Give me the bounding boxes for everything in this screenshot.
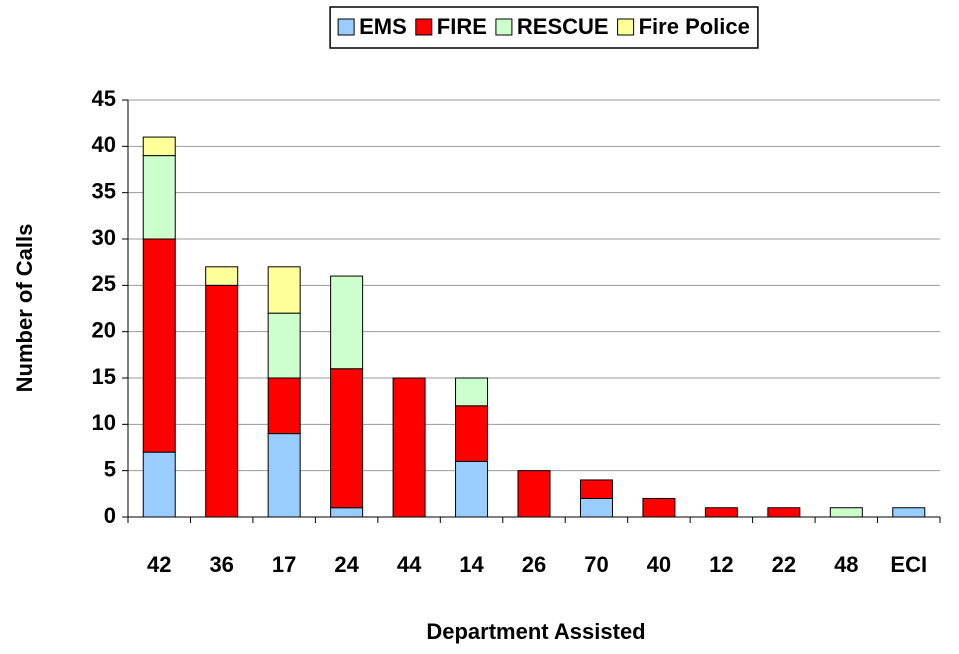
- bar-segment: [330, 507, 364, 518]
- y-tick-label: 45: [92, 86, 116, 111]
- x-tick-label: 42: [147, 552, 171, 577]
- bar-segment: [704, 507, 738, 518]
- x-tick-label: 24: [334, 552, 359, 577]
- legend-label: FIRE: [437, 14, 487, 39]
- y-tick-label: 25: [92, 271, 116, 296]
- bar-segment: [267, 266, 301, 314]
- y-tick-label: 15: [92, 364, 116, 389]
- y-tick-label: 40: [92, 132, 116, 157]
- x-tick-label: 22: [772, 552, 796, 577]
- legend-frame: [329, 6, 759, 49]
- x-tick-label: 48: [834, 552, 858, 577]
- legend-swatch: [495, 18, 513, 36]
- bar-segment: [455, 377, 489, 407]
- bar-segment: [579, 479, 613, 499]
- x-axis-label: Department Assisted: [426, 619, 645, 644]
- x-tick-label: 26: [522, 552, 546, 577]
- bar-segment: [142, 136, 176, 157]
- bar-segment: [142, 238, 176, 453]
- legend-label: RESCUE: [517, 14, 609, 39]
- y-tick-label: 20: [92, 317, 116, 342]
- bar-segment: [892, 507, 926, 518]
- bar-segment: [829, 507, 863, 518]
- x-tick-label: 17: [272, 552, 296, 577]
- bar-segment: [267, 433, 301, 518]
- y-tick-label: 35: [92, 178, 116, 203]
- bar-segment: [455, 405, 489, 462]
- bar-segment: [330, 275, 364, 370]
- y-tick-label: 30: [92, 225, 116, 250]
- bar-segment: [205, 266, 239, 286]
- x-tick-label: 40: [647, 552, 671, 577]
- x-tick-label: 14: [459, 552, 484, 577]
- y-axis-label: Number of Calls: [12, 224, 37, 393]
- bar-segment: [579, 497, 613, 518]
- legend-swatch: [617, 18, 635, 36]
- bar-segment: [205, 284, 239, 518]
- legend-swatch: [337, 18, 355, 36]
- x-tick-label: 36: [209, 552, 233, 577]
- y-tick-label: 10: [92, 410, 116, 435]
- bar-segment: [267, 312, 301, 379]
- legend: EMS FIRE RESCUE Fire Police: [329, 6, 759, 49]
- x-tick-label: 70: [584, 552, 608, 577]
- legend-swatch: [415, 18, 433, 36]
- bar-segment: [267, 377, 301, 435]
- legend-label: EMS: [359, 14, 407, 39]
- x-tick-label: ECI: [890, 552, 927, 577]
- bar-segment: [642, 497, 676, 518]
- bar-segment: [455, 460, 489, 518]
- bar-segment: [142, 451, 176, 518]
- legend-label: Fire Police: [639, 14, 750, 39]
- bar-segment: [392, 377, 426, 518]
- bar-segment: [142, 155, 176, 240]
- bar-segment: [767, 507, 801, 518]
- bar-segment: [330, 368, 364, 509]
- x-tick-label: 44: [397, 552, 422, 577]
- bar-segment: [517, 470, 551, 518]
- x-tick-label: 12: [709, 552, 733, 577]
- y-tick-label: 5: [104, 456, 116, 481]
- y-tick-label: 0: [104, 503, 116, 528]
